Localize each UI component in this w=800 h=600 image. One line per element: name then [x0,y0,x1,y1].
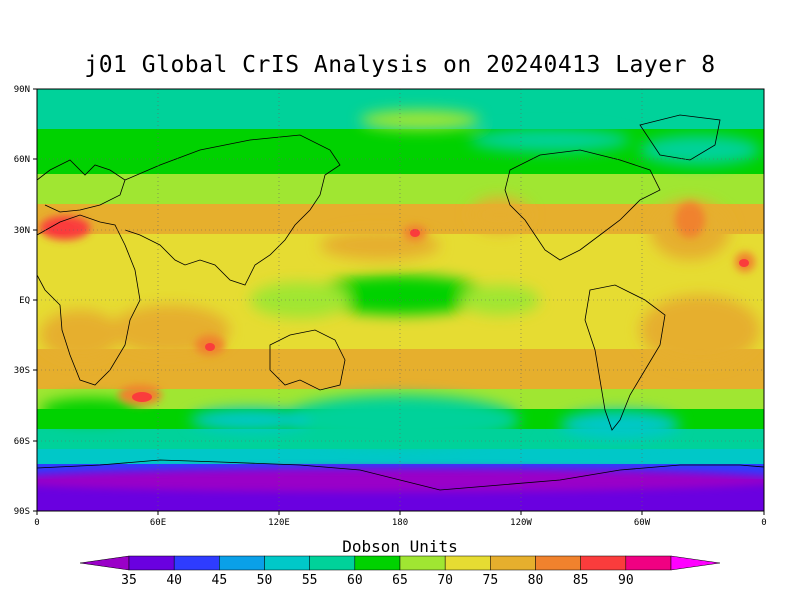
ozone-field [37,89,764,511]
lat-tick-label: 30N [14,226,30,236]
colorbar-label: 85 [573,573,589,588]
colorbar-label: 40 [166,573,182,588]
colorbar-swatch [444,555,491,571]
colorbar-label: 45 [212,573,228,588]
lon-tick-label: 180 [392,518,408,528]
colorbar-swatch [580,555,627,571]
colorbar-swatch [399,555,446,571]
colorbar-label: 60 [347,573,363,588]
colorbar-swatch [309,555,356,571]
coastlines [37,114,764,491]
colorbar-swatch [264,555,310,571]
lat-tick-label: EQ [19,296,30,306]
lon-tick-label: 60W [634,518,651,528]
lat-tick-label: 90S [14,507,30,517]
colorbar-high-arrow [670,555,721,571]
colorbar-label: 70 [437,573,453,588]
colorbar-title: Dobson Units [342,537,458,556]
colorbar-swatch [535,555,581,571]
lon-tick-label: 0 [34,518,39,528]
colorbar-label: 65 [392,573,408,588]
lon-tick-label: 120E [268,518,290,528]
colorbar-low-arrow [79,555,130,571]
lat-tick-label: 30S [14,366,30,376]
colorbar-swatch [490,555,536,571]
colorbar-label: 55 [302,573,318,588]
lat-axis [33,88,37,512]
lon-tick-label: 60E [150,518,166,528]
colorbar: 35 40 45 50 55 60 65 70 75 80 85 90 [79,555,721,588]
colorbar-swatch [219,555,265,571]
map-title: j01 Global CrIS Analysis on 20240413 Lay… [84,52,716,78]
colorbar-label: 75 [483,573,499,588]
colorbar-swatch [173,555,220,571]
colorbar-label: 50 [257,573,273,588]
colorbar-swatch [625,555,672,571]
lat-tick-label: 60S [14,437,30,447]
lat-tick-label: 60N [14,155,30,165]
colorbar-label: 90 [618,573,634,588]
lon-tick-label: 120W [510,518,532,528]
lon-axis [36,511,765,515]
colorbar-swatch [354,555,401,571]
lat-tick-label: 90N [14,85,30,95]
colorbar-swatch [128,555,175,571]
colorbar-label: 35 [121,573,137,588]
colorbar-label: 80 [528,573,544,588]
lon-tick-label: 0 [761,518,766,528]
